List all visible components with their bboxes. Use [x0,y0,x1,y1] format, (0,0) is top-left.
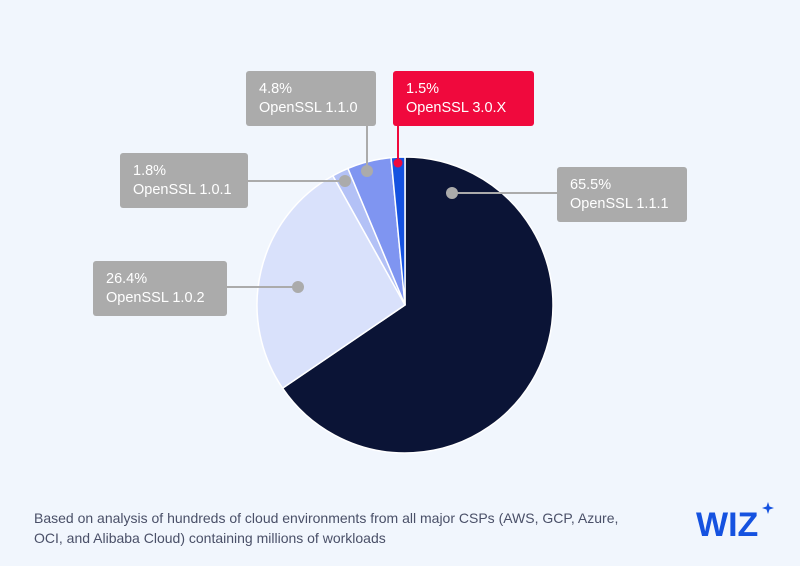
label-openssl-30x: 1.5% OpenSSL 3.0.X [393,71,534,126]
pie-slice [256,174,406,390]
pie-slice [281,156,554,454]
label-openssl-110: 4.8% OpenSSL 1.1.0 [246,71,376,126]
label-openssl-111: 65.5% OpenSSL 1.1.1 [557,167,687,222]
leader-dot [446,187,458,199]
label-openssl-102: 26.4% OpenSSL 1.0.2 [93,261,227,316]
svg-text:WIZ: WIZ [696,506,758,544]
leader-dot [361,165,373,177]
footnote: Based on analysis of hundreds of cloud e… [34,510,619,546]
leader-dot [292,281,304,293]
leader-dot [393,158,403,168]
sparkle-icon [762,502,774,514]
wiz-logo: WIZ [696,502,774,544]
label-openssl-101: 1.8% OpenSSL 1.0.1 [120,153,248,208]
leader-dot [339,175,351,187]
